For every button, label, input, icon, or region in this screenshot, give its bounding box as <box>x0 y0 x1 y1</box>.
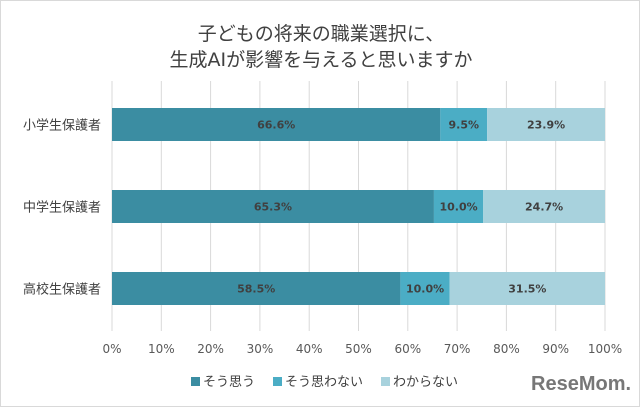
x-tick-label: 70% <box>444 342 471 356</box>
data-label: 10.0% <box>406 283 444 296</box>
bar-segment <box>440 108 488 141</box>
title-line-1: 子どもの将来の職業選択に、 <box>197 23 445 45</box>
x-tick-label: 60% <box>394 342 421 356</box>
chart-title: 子どもの将来の職業選択に、 生成AIが影響を与えると思いますか <box>1 21 639 73</box>
legend-item-0: そう思う <box>191 371 255 390</box>
x-tick-label: 0% <box>102 342 121 356</box>
logo: ReseMom. <box>531 373 632 395</box>
legend-label: わからない <box>393 375 459 390</box>
x-tick-label: 40% <box>296 342 323 356</box>
data-label: 10.0% <box>439 201 477 214</box>
bar-segment <box>112 190 434 223</box>
data-label: 24.7% <box>525 201 563 214</box>
x-tick-label: 30% <box>247 342 274 356</box>
x-tick-label: 20% <box>197 342 224 356</box>
legend-swatch <box>273 377 283 386</box>
x-tick-label: 50% <box>345 342 372 356</box>
x-tick-label: 100% <box>588 342 622 356</box>
category-label: 中学生保護者 <box>23 200 101 216</box>
x-tick-label: 80% <box>493 342 520 356</box>
data-label: 31.5% <box>508 283 546 296</box>
data-label: 58.5% <box>237 283 275 296</box>
data-label: 9.5% <box>448 119 479 132</box>
title-line-2: 生成AIが影響を与えると思いますか <box>169 49 473 71</box>
category-label: 高校生保護者 <box>23 282 101 298</box>
legend-label: そう思わない <box>285 375 364 390</box>
data-label: 23.9% <box>527 119 565 132</box>
data-label: 66.6% <box>257 119 295 132</box>
legend-item-2: わからない <box>381 371 458 390</box>
data-label: 65.3% <box>254 201 292 214</box>
legend-swatch <box>381 377 391 386</box>
legend-item-1: そう思わない <box>273 371 363 390</box>
bar-segment <box>483 190 605 223</box>
category-label: 小学生保護者 <box>23 118 101 134</box>
bar-segment <box>487 108 605 141</box>
bar-segment <box>400 272 450 305</box>
bar-segment <box>449 272 605 305</box>
x-tick-label: 10% <box>148 342 175 356</box>
legend-label: そう思う <box>203 375 256 390</box>
bar-segment <box>112 272 401 305</box>
legend-swatch <box>191 377 200 386</box>
legend: そう思う そう思わない わからない <box>191 371 458 390</box>
bar-segment <box>112 108 441 141</box>
x-tick-label: 90% <box>542 342 569 356</box>
bar-segment <box>433 190 484 223</box>
